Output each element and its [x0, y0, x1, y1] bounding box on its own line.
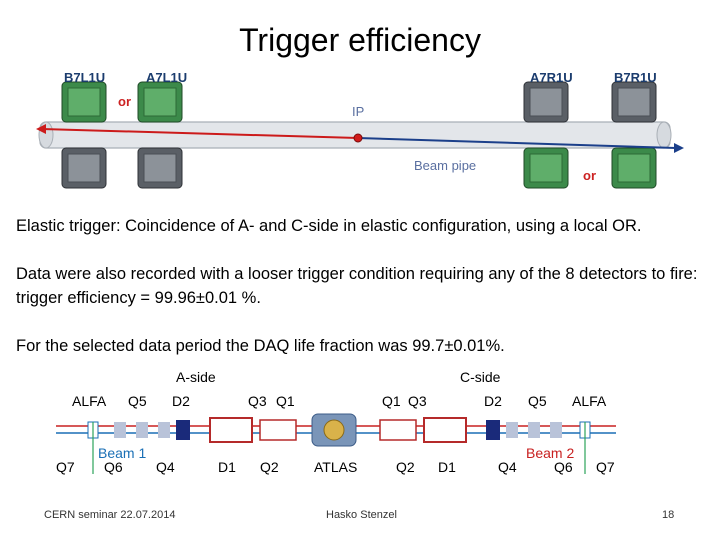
- footer-author: Hasko Stenzel: [326, 509, 397, 521]
- a-side-label: A-side: [176, 369, 216, 385]
- q6-a-magnet: [114, 422, 126, 438]
- detector-b7r1u: [611, 81, 657, 189]
- q5-c-magnet: [528, 422, 540, 438]
- top-label-alfa-a: ALFA: [72, 393, 107, 409]
- beam-pipe-right-end: [656, 121, 672, 149]
- top-label-d2-a: D2: [172, 393, 190, 409]
- station-label-b7r1u: B7R1U: [614, 70, 657, 85]
- bottom-label-atlas: ATLAS: [314, 459, 357, 475]
- q6-c-magnet: [550, 422, 562, 438]
- footer-seminar: CERN seminar 22.07.2014: [44, 509, 176, 521]
- top-label-d2-c: D2: [484, 393, 502, 409]
- bottom-label-q7-a: Q7: [56, 459, 75, 475]
- station-label-a7r1u: A7R1U: [530, 70, 573, 85]
- slide-title: Trigger efficiency: [239, 22, 481, 58]
- top-label-q5-c: Q5: [528, 393, 547, 409]
- bottom-label-q7-c: Q7: [596, 459, 615, 475]
- left-arrow-head: [36, 124, 46, 134]
- beam-pipe-label: Beam pipe: [414, 158, 476, 173]
- top-label-q5-a: Q5: [128, 393, 147, 409]
- q3-q1-a-magnets: [259, 419, 297, 441]
- ip-dot: [353, 133, 363, 143]
- top-label-q1-a: Q1: [276, 393, 295, 409]
- footer-page-number: 18: [662, 509, 675, 521]
- ip-label: IP: [352, 104, 364, 119]
- right-trajectory: [357, 137, 677, 149]
- paragraph-elastic-trigger: Elastic trigger: Coincidence of A- and C…: [16, 217, 642, 235]
- d1-c-magnet: [423, 417, 467, 443]
- or-label-right: or: [583, 168, 596, 183]
- q5-a-magnet: [136, 422, 148, 438]
- left-trajectory: [41, 128, 359, 139]
- bottom-label-q4-a: Q4: [156, 459, 175, 475]
- bottom-label-q2-a: Q2: [260, 459, 279, 475]
- top-label-q3-c: Q3: [408, 393, 427, 409]
- right-arrow-head: [674, 143, 684, 153]
- beamline-layout-figure: A-side C-side ALFA Q5 D2 Q3 Q1 Q1 Q3 D2 …: [50, 364, 622, 488]
- d2-a-magnet: [176, 420, 190, 440]
- beam1-label: Beam 1: [98, 445, 146, 461]
- bottom-label-q6-c: Q6: [554, 459, 573, 475]
- atlas-core: [323, 419, 345, 441]
- d1-a-magnet: [209, 417, 253, 443]
- d2-c-magnet: [486, 420, 500, 440]
- bottom-label-q6-a: Q6: [104, 459, 123, 475]
- c-side-label: C-side: [460, 369, 501, 385]
- bottom-label-d1-a: D1: [218, 459, 236, 475]
- bottom-label-q4-c: Q4: [498, 459, 517, 475]
- top-label-alfa-c: ALFA: [572, 393, 607, 409]
- detector-b7l1u: [61, 81, 107, 189]
- top-label-q3-a: Q3: [248, 393, 267, 409]
- paragraph-looser-trigger: Data were also recorded with a looser tr…: [16, 265, 698, 307]
- paragraph-daq-life-fraction: For the selected data period the DAQ lif…: [16, 337, 505, 355]
- detector-a7l1u: [137, 81, 183, 189]
- station-label-b7l1u: B7L1U: [64, 70, 105, 85]
- q4-c-magnet: [506, 422, 518, 438]
- detector-a7r1u: [523, 81, 569, 189]
- beam2-label: Beam 2: [526, 445, 574, 461]
- q4-a-magnet: [158, 422, 170, 438]
- bottom-label-d1-c: D1: [438, 459, 456, 475]
- roman-pot-detector-figure: B7L1U A7L1U A7R1U B7R1U or or IP Beam pi…: [28, 68, 692, 190]
- station-label-a7l1u: A7L1U: [146, 70, 187, 85]
- top-label-q1-c: Q1: [382, 393, 401, 409]
- q1-q3-c-magnets: [379, 419, 417, 441]
- or-label-left: or: [118, 94, 131, 109]
- bottom-label-q2-c: Q2: [396, 459, 415, 475]
